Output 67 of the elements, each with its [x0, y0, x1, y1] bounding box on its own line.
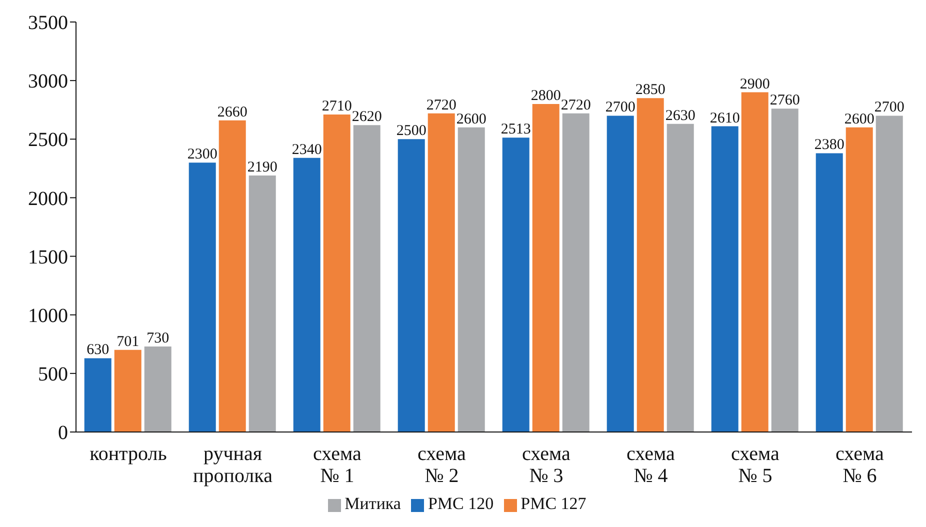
legend-label: РМС 127	[520, 494, 586, 513]
bar	[428, 113, 455, 432]
bar	[293, 158, 320, 432]
bar	[144, 346, 172, 432]
x-tick-label: схема № 1	[313, 443, 362, 487]
data-label: 2760	[770, 92, 800, 109]
data-label: 2380	[814, 137, 844, 154]
bar	[218, 120, 246, 432]
bar	[562, 113, 590, 432]
bar	[741, 92, 768, 432]
data-label: 730	[146, 330, 170, 346]
bar	[606, 116, 634, 432]
bar	[458, 127, 485, 432]
bar	[398, 139, 425, 432]
data-label: 2710	[322, 98, 352, 115]
bar	[771, 108, 798, 432]
data-label: 2190	[247, 159, 278, 176]
y-tick-label: 0	[58, 422, 68, 444]
legend-label: РМС 120	[428, 494, 494, 513]
bar	[114, 350, 142, 432]
y-tick-label: 2500	[28, 129, 68, 152]
bar	[353, 125, 380, 432]
data-label: 2620	[352, 109, 382, 126]
bar	[323, 114, 350, 432]
bar	[248, 175, 276, 432]
y-tick-label: 3000	[28, 70, 68, 93]
y-tick-label: 1500	[28, 246, 68, 268]
data-label: 2900	[740, 76, 770, 92]
bar	[711, 126, 738, 432]
x-tick-label: схема № 4	[626, 443, 676, 487]
bar	[816, 153, 843, 432]
legend-label: Митика	[344, 494, 401, 513]
data-label: 2660	[217, 104, 248, 120]
bar	[636, 98, 664, 432]
data-label: 2500	[396, 123, 426, 140]
y-tick-label: 2000	[28, 188, 68, 210]
data-label: 2340	[292, 142, 322, 158]
data-label: 2300	[187, 146, 218, 163]
data-label: 2600	[456, 111, 486, 128]
data-label: 2850	[635, 82, 666, 98]
data-label: 2700	[874, 100, 904, 116]
bar	[188, 162, 216, 432]
data-label: 2610	[710, 110, 740, 126]
x-tick-label: контроль	[90, 443, 167, 465]
bar	[666, 124, 694, 432]
data-label: 2600	[844, 111, 874, 128]
data-label: 2513	[500, 122, 531, 138]
bar	[502, 138, 530, 432]
bar	[84, 358, 112, 432]
bar	[532, 104, 560, 432]
x-tick-label: схема № 5	[731, 443, 780, 487]
x-tick-label: ручная прополка	[193, 443, 273, 487]
bar	[846, 127, 873, 432]
data-label: 2800	[530, 88, 561, 104]
data-label: 630	[86, 342, 110, 358]
y-tick-label: 1000	[28, 304, 68, 327]
data-label: 2720	[426, 97, 456, 114]
bar	[876, 116, 903, 432]
y-tick-label: 500	[38, 364, 68, 386]
y-tick-label: 3500	[28, 12, 68, 34]
data-label: 2720	[560, 97, 591, 114]
x-tick-label: схема № 6	[836, 443, 884, 487]
x-tick-label: схема № 2	[418, 443, 466, 487]
data-label: 2700	[605, 100, 636, 116]
x-tick-label: схема № 3	[522, 443, 571, 487]
data-label: 701	[116, 334, 140, 350]
data-label: 2630	[665, 108, 696, 124]
